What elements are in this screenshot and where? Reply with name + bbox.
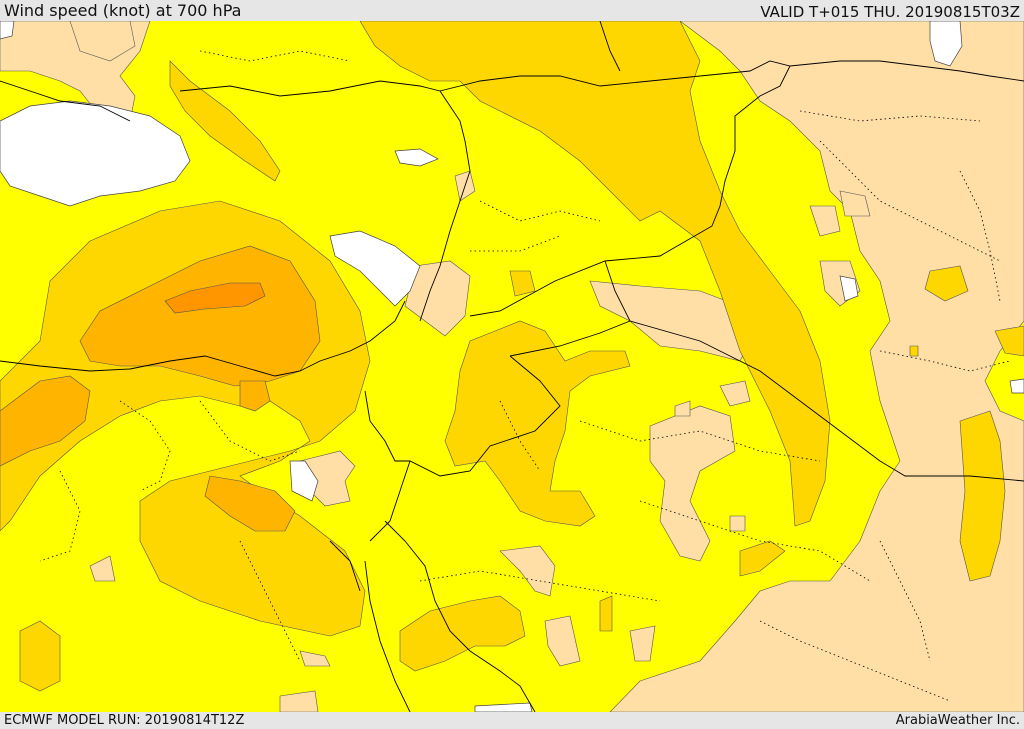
country-borders bbox=[0, 21, 1024, 712]
province-borders bbox=[39, 50, 1011, 702]
valid-time-label: VALID T+015 THU. 20190815T03Z bbox=[760, 3, 1020, 21]
footer-bar: ECMWF MODEL RUN: 20190814T12Z ArabiaWeat… bbox=[0, 712, 1024, 729]
model-run-label: ECMWF MODEL RUN: 20190814T12Z bbox=[4, 713, 245, 728]
map-title: Wind speed (knot) at 700 hPa bbox=[4, 1, 242, 20]
title-bar: Wind speed (knot) at 700 hPa VALID T+015… bbox=[0, 0, 1024, 21]
credit-label: ArabiaWeather Inc. bbox=[895, 713, 1020, 728]
fresh-wind-areas bbox=[0, 245, 321, 532]
masked-areas bbox=[0, 21, 1024, 712]
wind-speed-map[interactable] bbox=[0, 21, 1024, 712]
map-canvas bbox=[0, 21, 1024, 712]
strong-wind-areas bbox=[164, 282, 266, 314]
calm-wind-areas bbox=[0, 21, 1024, 712]
